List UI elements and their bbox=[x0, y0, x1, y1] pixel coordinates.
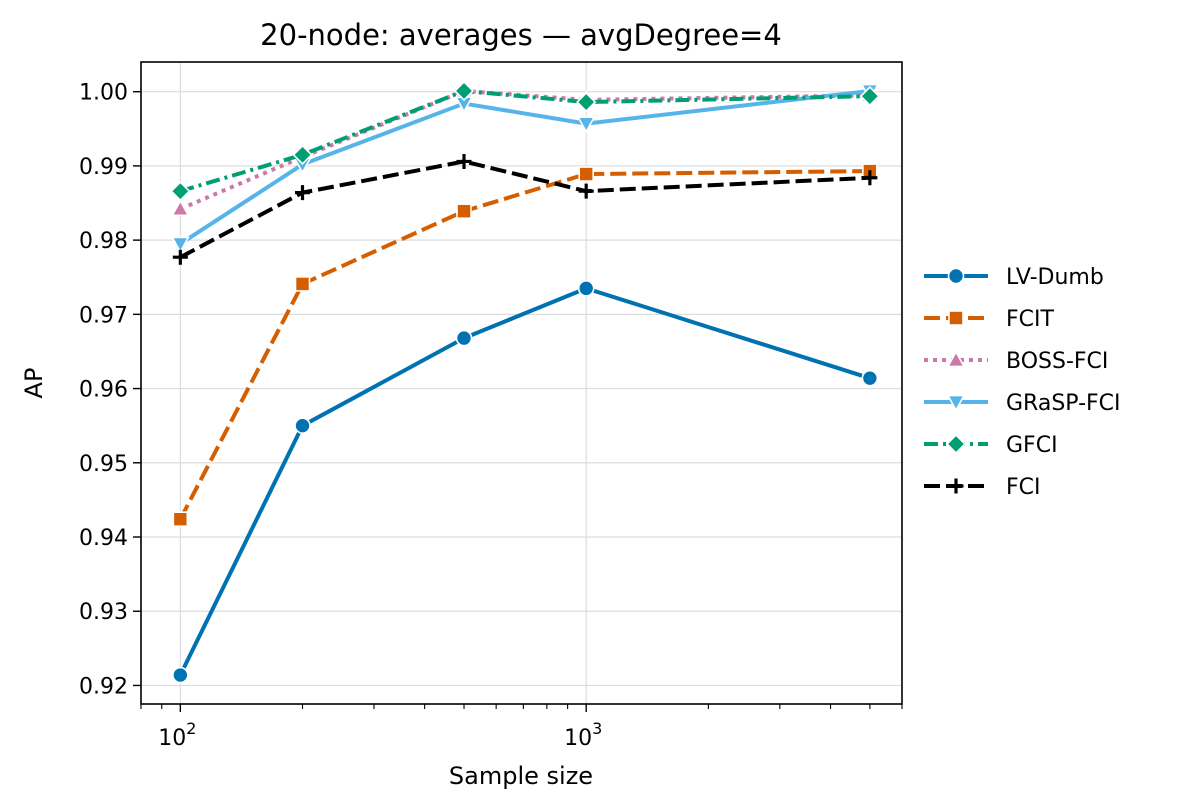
y-axis-label: AP bbox=[20, 368, 48, 399]
legend-label-fcit: FCIT bbox=[1006, 307, 1055, 332]
series-grasp-fci bbox=[170, 83, 880, 254]
data-point-lv-dumb bbox=[577, 280, 595, 297]
data-point-lv-dumb bbox=[294, 417, 311, 434]
legend-item-gfci: GFCI bbox=[924, 433, 1058, 458]
legend-item-grasp-fci: GRaSP-FCI bbox=[924, 391, 1121, 416]
legend-marker-lv-dumb bbox=[947, 267, 965, 285]
legend-label-gfci: GFCI bbox=[1006, 433, 1058, 458]
data-point-lv-dumb bbox=[455, 329, 473, 347]
data-point-gfci bbox=[453, 80, 475, 102]
x-tick-label: 103 bbox=[564, 719, 602, 751]
data-point-fcit bbox=[578, 166, 594, 182]
data-point-fci bbox=[456, 153, 472, 169]
legend-item-lv-dumb: LV-Dumb bbox=[924, 265, 1104, 290]
data-point-boss-fci bbox=[170, 199, 190, 217]
y-tick-label: 0.93 bbox=[79, 600, 128, 625]
plot-frame bbox=[140, 61, 903, 705]
axis-ticks: 0.92 0.93 0.94 0.95 0.96 0.97 0.98 0.99 1.00 102 1… bbox=[79, 81, 903, 751]
y-tick-label: 0.94 bbox=[79, 526, 128, 551]
x-axis-label: Sample size bbox=[449, 762, 593, 790]
y-tick-label: 0.99 bbox=[79, 155, 128, 180]
y-tick-label: 1.00 bbox=[79, 81, 128, 106]
series-lv-dumb bbox=[172, 280, 879, 684]
data-point-gfci bbox=[576, 91, 597, 113]
data-point-fcit bbox=[456, 203, 472, 219]
legend-item-fci: FCI bbox=[924, 475, 1041, 500]
legend-label-fci: FCI bbox=[1006, 475, 1041, 500]
legend-label-grasp-fci: GRaSP-FCI bbox=[1006, 391, 1121, 416]
legend-label-lv-dumb: LV-Dumb bbox=[1006, 265, 1104, 290]
legend-marker-fci bbox=[948, 478, 964, 494]
series-line-fci bbox=[179, 159, 870, 259]
data-point-fcit bbox=[294, 276, 311, 292]
legend-marker-boss-fci bbox=[946, 350, 966, 368]
y-tick-label: 0.97 bbox=[79, 303, 128, 328]
chart-title: 20-node: averages — avgDegree=4 bbox=[260, 18, 782, 52]
y-tick-label: 0.98 bbox=[79, 229, 128, 254]
data-point-fci bbox=[578, 183, 594, 199]
legend-marker-grasp-fci bbox=[946, 394, 966, 412]
data-point-gfci bbox=[170, 181, 191, 202]
legend: LV-Dumb FCIT BOSS-FCI GRaSP-FCI GFCI FCI bbox=[924, 265, 1121, 500]
legend-item-boss-fci: BOSS-FCI bbox=[924, 349, 1108, 374]
data-point-fci bbox=[862, 170, 878, 186]
series-group bbox=[170, 80, 880, 684]
y-tick-label: 0.96 bbox=[79, 378, 128, 403]
y-tick-label: 0.92 bbox=[79, 674, 128, 699]
legend-marker-gfci bbox=[945, 433, 967, 455]
data-point-fci bbox=[295, 185, 311, 201]
y-tick-label: 0.95 bbox=[79, 452, 128, 477]
legend-item-fcit: FCIT bbox=[924, 307, 1055, 332]
series-fcit bbox=[172, 163, 878, 527]
x-tick-label: 102 bbox=[158, 719, 196, 751]
data-point-gfci bbox=[292, 144, 313, 165]
series-fci bbox=[172, 153, 878, 265]
legend-marker-fcit bbox=[948, 310, 964, 326]
data-point-grasp-fci bbox=[170, 236, 190, 254]
data-point-fcit bbox=[172, 511, 189, 527]
legend-label-boss-fci: BOSS-FCI bbox=[1006, 349, 1108, 374]
data-point-lv-dumb bbox=[861, 369, 879, 387]
data-point-fci bbox=[172, 249, 188, 265]
series-gfci bbox=[170, 80, 880, 202]
data-point-grasp-fci bbox=[576, 116, 596, 134]
data-point-lv-dumb bbox=[172, 666, 189, 684]
data-point-gfci bbox=[859, 86, 880, 107]
